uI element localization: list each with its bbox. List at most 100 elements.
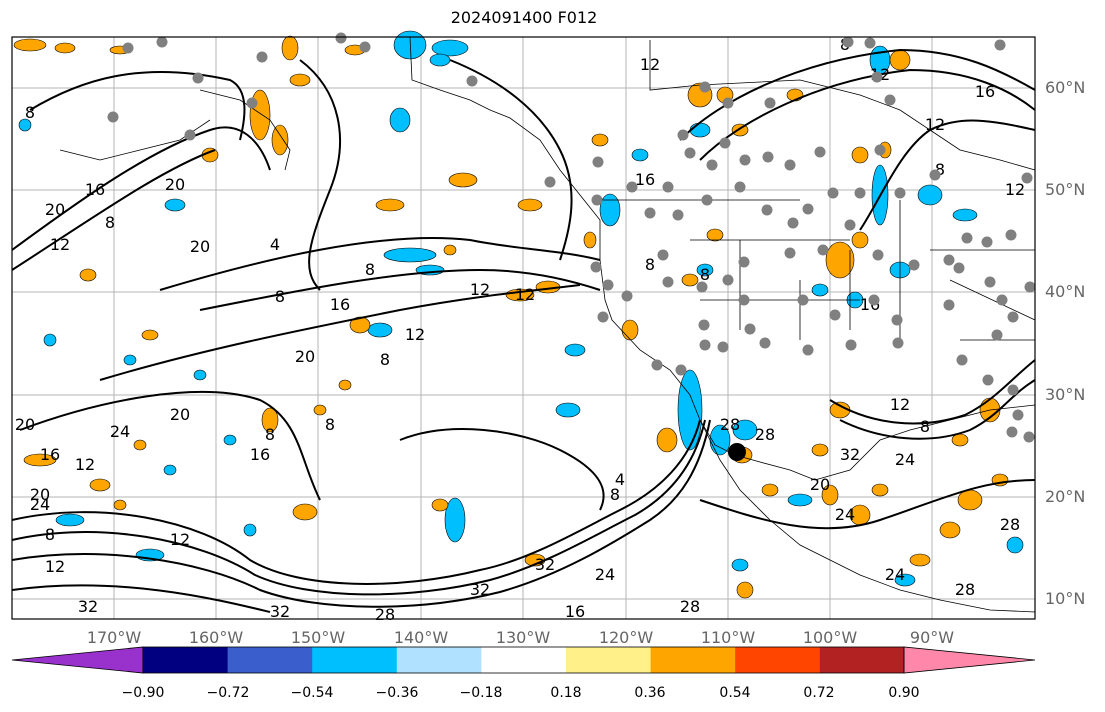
contour-label: 12 <box>470 280 490 299</box>
station-dot <box>621 290 633 302</box>
station-dot <box>592 156 604 168</box>
contour-label: 16 <box>330 295 350 314</box>
contour-label: 12 <box>50 235 70 254</box>
anomaly-blob <box>271 124 289 156</box>
colorbar-tick-label: −0.36 <box>376 685 419 701</box>
station-dot <box>698 319 710 331</box>
station-dot <box>734 181 746 193</box>
anomaly-blob <box>821 484 839 506</box>
station-dot <box>845 339 857 351</box>
anomaly-fills <box>13 30 1024 599</box>
contour-label: 12 <box>170 530 190 549</box>
contour-label: 24 <box>885 565 905 584</box>
anomaly-blob <box>163 464 177 476</box>
station-dot <box>256 51 268 63</box>
station-dot <box>696 281 708 293</box>
contour-label: 20 <box>190 237 210 256</box>
station-dot <box>894 187 906 199</box>
station-dot <box>1006 426 1018 438</box>
anomaly-blob <box>243 523 257 537</box>
anomaly-blob <box>681 273 699 287</box>
contour-label: 28 <box>1000 515 1020 534</box>
contour-label: 16 <box>40 445 60 464</box>
lon-label: 130°W <box>496 628 551 647</box>
station-dot <box>991 329 1003 341</box>
anomaly-blob <box>517 198 543 212</box>
anomaly-blob <box>706 228 724 242</box>
colorbar-segment <box>143 647 229 673</box>
anomaly-blob <box>732 419 758 441</box>
contour-label: 16 <box>635 170 655 189</box>
contour-label: 20 <box>295 347 315 366</box>
station-dot <box>662 181 674 193</box>
contour-label: 24 <box>110 422 130 441</box>
contour-label: 8 <box>325 415 335 434</box>
storm-center-marker <box>728 443 746 461</box>
anomaly-blob <box>443 244 457 256</box>
contour-label: 12 <box>640 55 660 74</box>
anomaly-blob <box>631 148 649 162</box>
station-dot <box>662 276 674 288</box>
colorbar-extend-right <box>903 646 1036 674</box>
longitude-labels: 170°W 160°W 150°W 140°W 130°W 120°W 110°… <box>87 628 954 647</box>
anomaly-blob <box>349 316 371 334</box>
station-dot <box>802 203 814 215</box>
anomaly-blob <box>894 573 916 587</box>
anomaly-blob <box>54 42 76 54</box>
station-dot <box>1012 409 1024 421</box>
colorbar-tick-label: −0.90 <box>122 685 165 701</box>
anomaly-blob <box>18 118 32 132</box>
station-dot <box>602 279 614 291</box>
lat-label: 10°N <box>1045 589 1085 608</box>
contour-label: 32 <box>535 555 555 574</box>
contour-label: 28 <box>755 425 775 444</box>
map-frame <box>11 36 1036 620</box>
anomaly-blob <box>851 231 869 249</box>
station-dot <box>722 274 734 286</box>
contour-label: 28 <box>720 415 740 434</box>
colorbar <box>11 646 1036 674</box>
contour-label: 12 <box>925 115 945 134</box>
contour-label: 8 <box>645 255 655 274</box>
station-dot <box>1005 229 1017 241</box>
station-dot <box>871 71 883 83</box>
anomaly-blob <box>141 329 159 341</box>
anomaly-blob <box>389 107 411 133</box>
station-dot <box>943 299 955 311</box>
anomaly-blob <box>429 53 451 67</box>
colorbar-segment <box>481 647 567 673</box>
anomaly-blob <box>677 369 703 451</box>
station-dot <box>864 37 876 49</box>
lon-label: 120°W <box>599 628 654 647</box>
station-dot <box>335 32 347 44</box>
lon-label: 140°W <box>394 628 449 647</box>
contour-label: 16 <box>85 180 105 199</box>
lat-label: 50°N <box>1045 180 1085 199</box>
station-dot <box>657 249 669 261</box>
anomaly-blob <box>871 483 889 497</box>
anomaly-blob <box>761 483 779 497</box>
contour-label: 28 <box>680 597 700 616</box>
contour-label: 12 <box>890 395 910 414</box>
contour-label: 12 <box>45 557 65 576</box>
anomaly-blob <box>952 208 978 222</box>
anomaly-blob <box>736 581 754 599</box>
anomaly-blob <box>825 241 855 279</box>
contour-label: 8 <box>45 525 55 544</box>
station-dot <box>597 311 609 323</box>
station-dot <box>884 94 896 106</box>
colorbar-tick-label: 0.18 <box>550 685 581 701</box>
station-dot <box>699 339 711 351</box>
station-dot <box>719 137 731 149</box>
lat-label: 30°N <box>1045 385 1085 404</box>
latitude-labels: 60°N 50°N 40°N 30°N 20°N 10°N <box>1045 78 1085 608</box>
station-dot <box>759 337 771 349</box>
anomaly-blob <box>164 198 186 212</box>
station-dot <box>802 344 814 356</box>
station-dot <box>829 309 841 321</box>
station-dot <box>982 374 994 386</box>
contour-label: 28 <box>375 605 395 624</box>
contour-label: 20 <box>30 485 50 504</box>
station-dot <box>466 75 478 87</box>
